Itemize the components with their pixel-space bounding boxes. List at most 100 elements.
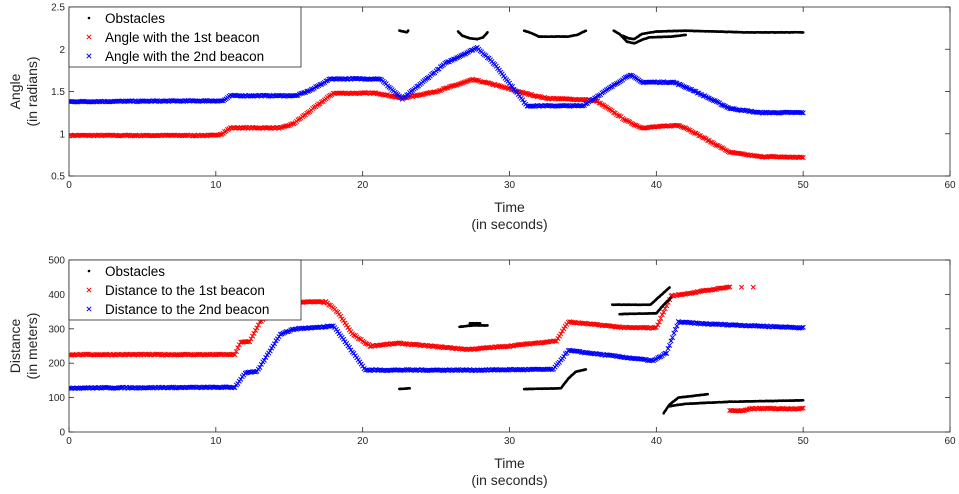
data-point: [495, 82, 501, 88]
data-point: [696, 289, 702, 295]
legend-label: Distance to the 2nd beacon: [105, 302, 269, 317]
data-point: [333, 76, 339, 82]
data-point: [367, 343, 373, 349]
data-point: [683, 291, 689, 297]
data-point: [436, 88, 442, 94]
legend-entry: Angle with the 2nd beacon: [86, 49, 264, 64]
data-point: [474, 77, 480, 83]
data-point: [424, 75, 430, 81]
data-point: [408, 387, 411, 390]
data-point: [724, 104, 730, 110]
data-point: [280, 124, 286, 130]
legend-label: Obstacles: [105, 264, 165, 279]
data-point: [678, 292, 684, 298]
data-point: [542, 94, 548, 101]
x-axis-label: Time: [494, 199, 525, 215]
data-point: [235, 381, 241, 387]
x-tick-label: 60: [944, 180, 956, 191]
data-point: [272, 125, 278, 131]
data-point: [589, 97, 595, 103]
data-point: [686, 127, 692, 133]
data-point: [687, 86, 693, 92]
data-point: [721, 285, 727, 291]
data-point: [178, 352, 184, 358]
data-point: [672, 326, 678, 333]
data-point: [546, 102, 552, 108]
data-point: [299, 90, 306, 96]
data-point: [721, 102, 727, 109]
data-point: [267, 125, 273, 131]
data-point: [401, 367, 407, 373]
data-point: [622, 74, 629, 80]
data-point: [746, 406, 752, 412]
data-point: [257, 364, 263, 370]
data-point: [593, 321, 599, 327]
y-axis-label-units: (in meters): [24, 313, 40, 380]
data-point: [481, 79, 488, 85]
x-axis-label-units: (in seconds): [471, 216, 547, 232]
data-point: [119, 98, 125, 104]
data-point: [267, 93, 273, 99]
y-tick-label: 500: [48, 256, 65, 267]
data-point: [730, 149, 736, 155]
data-point: [294, 93, 300, 99]
series-angle-with-the-1st-beacon: [69, 76, 806, 161]
x-axis-label-units: (in seconds): [471, 472, 547, 488]
data-point: [261, 357, 267, 363]
data-point: [668, 338, 674, 344]
data-point: [738, 284, 745, 290]
data-point: [414, 83, 420, 90]
data-point: [659, 312, 665, 318]
data-point: [341, 336, 347, 342]
data-point: [596, 322, 602, 328]
data-point: [232, 385, 238, 391]
data-point: [433, 89, 439, 95]
data-point: [643, 125, 649, 131]
data-point: [756, 153, 762, 159]
data-point: [98, 385, 104, 391]
data-point: [454, 55, 460, 61]
data-point: [722, 147, 728, 153]
data-point: [244, 370, 250, 376]
data-point: [696, 133, 702, 139]
data-point: [718, 145, 724, 151]
data-point: [671, 330, 677, 336]
data-point: [351, 350, 357, 356]
data-point: [235, 345, 241, 351]
legend-box: [68, 6, 302, 68]
data-point: [213, 352, 219, 358]
data-point: [580, 103, 586, 109]
data-point: [219, 98, 225, 104]
data-point: [455, 81, 461, 88]
x-tick-label: 20: [357, 436, 369, 447]
data-point: [148, 384, 154, 390]
data-point: [556, 359, 562, 365]
data-point: [219, 385, 225, 391]
data-point: [614, 80, 620, 87]
data-point: [279, 331, 285, 337]
data-point: [343, 341, 350, 347]
data-point: [464, 78, 470, 84]
data-point: [227, 352, 234, 358]
data-point: [289, 121, 295, 127]
data-point: [691, 88, 698, 94]
data-point: [222, 129, 228, 135]
data-point: [615, 324, 621, 330]
legend-entry: Obstacles: [87, 264, 165, 279]
data-point: [79, 352, 85, 358]
data-point: [662, 305, 668, 312]
data-point: [653, 324, 659, 330]
data-point: [718, 101, 724, 108]
data-point: [611, 353, 617, 359]
data-point: [712, 142, 718, 148]
data-point: [593, 98, 599, 104]
data-point: [672, 80, 678, 86]
data-point: [490, 82, 496, 88]
data-point: [749, 405, 755, 411]
data-point: [446, 84, 452, 90]
legend-marker: [86, 34, 92, 40]
data-point: [777, 110, 783, 116]
x-tick-label: 50: [798, 436, 810, 447]
data-point: [505, 367, 511, 373]
chart-panel-2: 0 10 20 30 40 50 60 0 100 200 300 400 500 Time(in sec…: [7, 256, 956, 489]
